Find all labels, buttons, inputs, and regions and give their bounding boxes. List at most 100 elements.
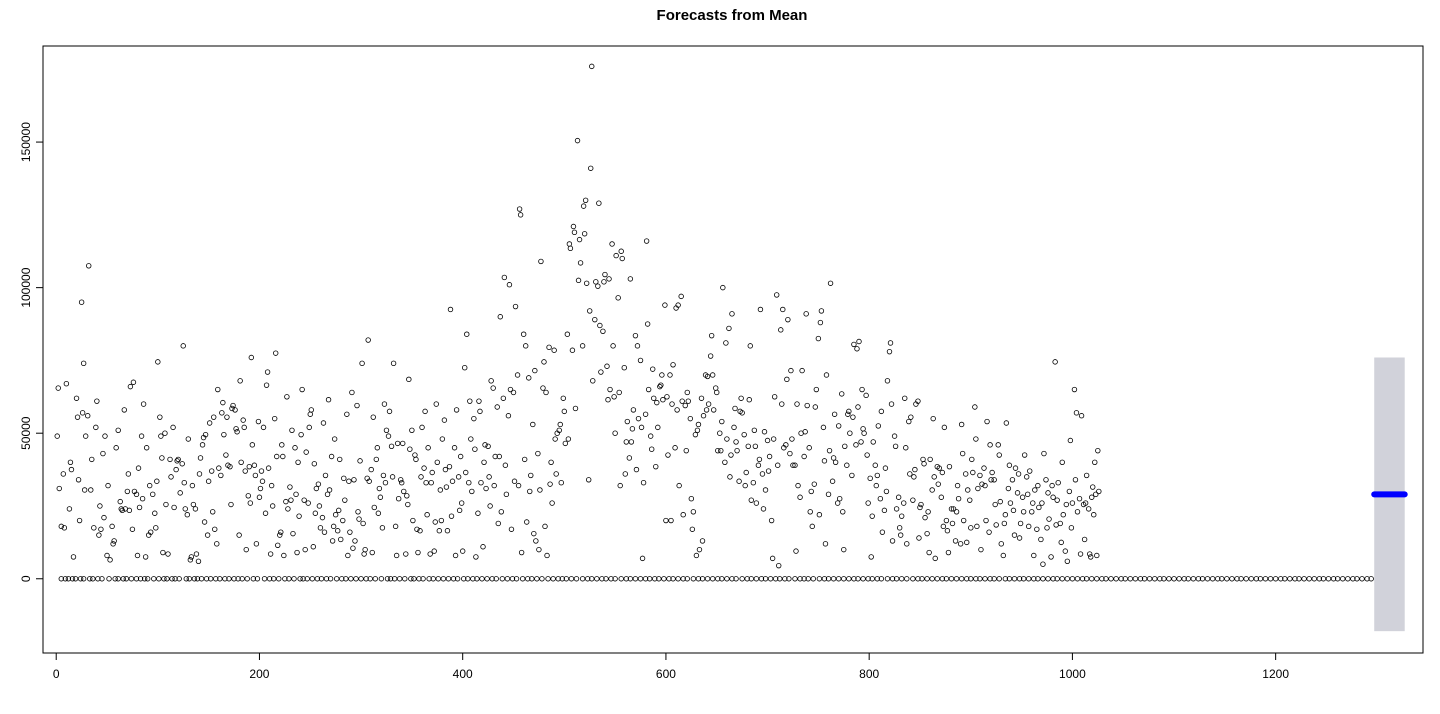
data-point	[428, 479, 434, 486]
data-point	[125, 471, 132, 477]
data-point	[714, 389, 720, 396]
data-point	[1316, 576, 1323, 582]
data-point	[556, 427, 562, 433]
data-point	[402, 576, 408, 582]
data-point	[1296, 576, 1302, 582]
data-point	[674, 407, 680, 413]
data-point	[542, 523, 548, 530]
data-point	[635, 415, 642, 422]
data-point	[943, 576, 950, 582]
y-tick-label: 100000	[19, 267, 33, 307]
data-point	[476, 398, 482, 404]
data-point	[831, 411, 838, 417]
data-point	[279, 442, 285, 448]
data-point	[1108, 576, 1114, 582]
data-point	[874, 576, 881, 582]
data-point	[904, 576, 910, 582]
data-point	[341, 475, 347, 482]
data-point	[1071, 386, 1078, 393]
data-point	[576, 236, 583, 243]
data-point	[1185, 576, 1191, 582]
data-point	[1199, 576, 1206, 582]
data-point	[958, 576, 965, 582]
data-point	[95, 576, 101, 582]
data-point	[241, 424, 247, 431]
data-point	[1118, 576, 1124, 582]
data-point	[728, 452, 734, 458]
data-point	[592, 316, 598, 323]
data-point	[338, 536, 344, 543]
data-point	[886, 348, 893, 355]
data-point	[915, 576, 921, 582]
data-point	[452, 552, 459, 559]
data-point	[948, 576, 955, 582]
data-point	[368, 466, 374, 473]
data-point	[776, 562, 782, 569]
data-point	[993, 522, 999, 528]
data-point	[558, 479, 564, 486]
data-point	[1334, 576, 1341, 582]
data-point	[88, 487, 94, 493]
data-point	[718, 447, 724, 454]
data-point	[729, 576, 735, 582]
data-point	[195, 558, 202, 564]
data-point	[390, 360, 397, 367]
data-point	[265, 465, 272, 471]
data-point	[156, 576, 162, 582]
data-point	[967, 497, 973, 503]
data-point	[865, 500, 871, 506]
data-point	[943, 517, 950, 524]
data-point	[638, 424, 645, 431]
x-tick-label: 0	[53, 667, 60, 681]
data-point	[227, 463, 233, 470]
data-point	[328, 453, 335, 460]
data-point	[111, 538, 117, 544]
data-point	[70, 554, 77, 560]
data-point	[190, 501, 197, 508]
data-point	[898, 576, 905, 582]
data-point	[1045, 576, 1051, 582]
data-point	[281, 552, 287, 559]
data-point	[236, 532, 242, 538]
data-point	[863, 392, 869, 399]
data-point	[1171, 576, 1177, 582]
data-point	[169, 576, 175, 582]
data-point	[175, 456, 181, 463]
data-point	[877, 496, 884, 502]
data-point	[165, 551, 171, 557]
data-point	[555, 576, 561, 582]
data-point	[685, 398, 691, 404]
data-point	[1219, 576, 1225, 582]
data-point	[724, 436, 730, 442]
data-point	[841, 576, 847, 582]
data-point	[82, 433, 89, 439]
data-point	[350, 545, 356, 551]
data-point	[1306, 576, 1312, 582]
data-point	[311, 461, 318, 467]
data-point	[133, 491, 140, 498]
data-point	[257, 485, 264, 492]
data-point	[1234, 576, 1240, 582]
data-point	[929, 576, 935, 582]
data-point	[655, 424, 661, 431]
data-point	[423, 479, 429, 486]
data-point	[719, 418, 725, 425]
data-point	[953, 509, 960, 515]
data-point	[140, 401, 147, 407]
data-point	[759, 471, 766, 477]
data-point	[1082, 500, 1089, 506]
data-point	[375, 510, 382, 516]
data-point	[99, 576, 105, 582]
data-point	[63, 381, 70, 387]
plot-area	[42, 45, 1424, 654]
data-point	[150, 491, 156, 498]
data-point	[123, 576, 130, 582]
data-point	[869, 513, 875, 519]
data-point	[646, 576, 653, 582]
data-point	[510, 389, 517, 396]
data-point	[849, 472, 855, 479]
data-point	[318, 576, 325, 582]
data-point	[538, 258, 544, 265]
data-point	[709, 372, 716, 378]
data-point	[191, 576, 198, 582]
